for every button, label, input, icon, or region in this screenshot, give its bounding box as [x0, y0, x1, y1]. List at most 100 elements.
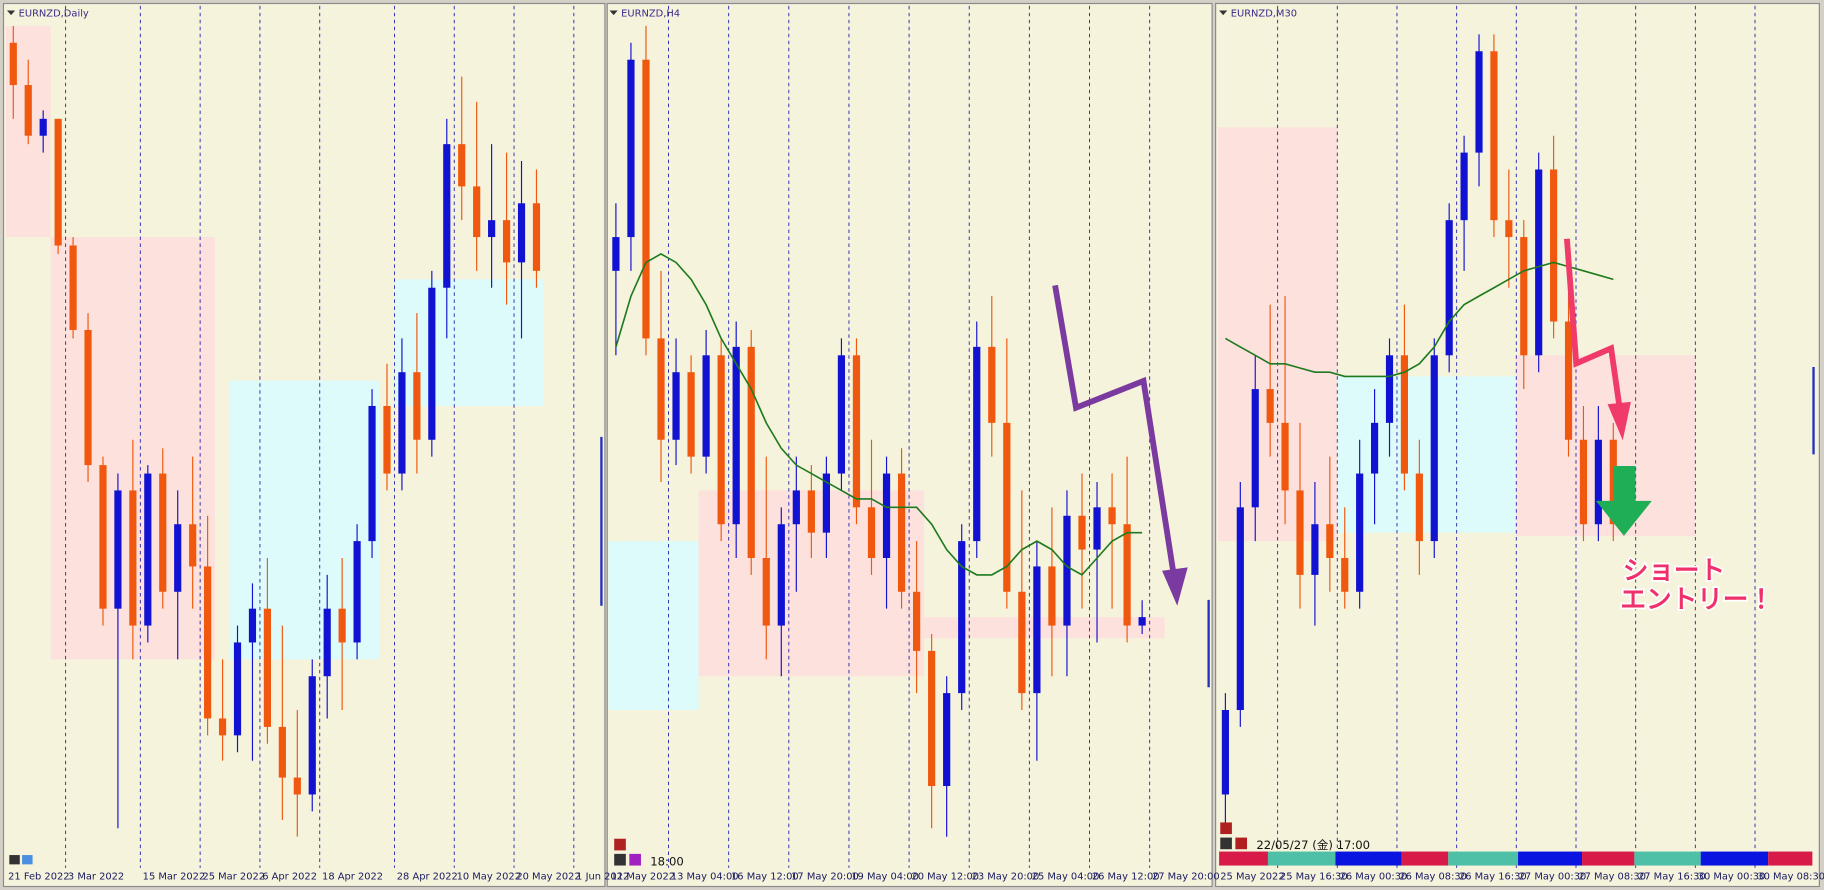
pink-arrowhead [1607, 401, 1631, 441]
candle-body [9, 42, 17, 86]
x-tick-label: 15 Mar 2022 [143, 872, 206, 883]
candle-body [263, 608, 271, 727]
x-tick-label: 20 May 2022 [516, 872, 580, 883]
x-tick-label: 25 May 04:00 [1032, 872, 1100, 883]
candle-body [928, 650, 936, 787]
candle-body [368, 405, 376, 542]
time-label: 22/05/27 (金) 17:00 [1256, 838, 1370, 852]
candle-body [323, 608, 331, 677]
candle-body [1093, 507, 1101, 550]
candle-body [1356, 473, 1364, 592]
candle-body [353, 541, 361, 643]
candle-body [1033, 566, 1041, 694]
title-marker [6, 10, 16, 16]
x-tick-label: 17 May 20:00 [791, 872, 859, 883]
candle-body [1371, 422, 1379, 474]
candle-body [792, 490, 800, 525]
candle-body [174, 524, 182, 592]
candle-body [233, 642, 242, 736]
candle-body [84, 329, 92, 466]
x-tick-label: 27 May 20:00 [1152, 872, 1220, 883]
candle-body [159, 473, 167, 592]
x-tick-label: 16 May 12:00 [731, 872, 799, 883]
candle-body [1003, 422, 1011, 592]
candle-body [473, 186, 481, 238]
candle-body [1063, 515, 1071, 626]
icon [614, 853, 626, 866]
candle-body [1078, 515, 1086, 550]
candle-body [1475, 51, 1483, 153]
candle-body [973, 346, 981, 542]
candle-body [822, 473, 831, 533]
candle-body [1251, 389, 1259, 508]
candle-body [747, 346, 755, 558]
panel-frame [606, 2, 1213, 888]
x-tick-label: 26 May 00:30 [1340, 872, 1408, 883]
candle-body [1400, 355, 1409, 474]
candle-body [517, 203, 526, 263]
icon [1235, 837, 1248, 850]
candle-body [1108, 507, 1116, 525]
candle-body [1123, 524, 1131, 626]
candle-body [502, 220, 511, 263]
x-tick-label: 30 May 00:30 [1698, 872, 1766, 883]
candle-body [837, 355, 846, 474]
candle-body [338, 608, 346, 643]
candle-body [24, 85, 32, 136]
icon [614, 838, 626, 851]
moving-average [615, 253, 1143, 576]
candle-body [1594, 439, 1602, 525]
candle-body [1430, 355, 1438, 542]
candle-body [1609, 439, 1617, 525]
candle-body [1221, 710, 1229, 795]
candle-body [1018, 591, 1026, 694]
candle-body [248, 608, 257, 643]
icon [9, 855, 20, 865]
candle-body [777, 524, 785, 626]
candle-body [1048, 566, 1056, 626]
candle-body [882, 473, 891, 558]
chart-title: EURNZD,Daily [19, 8, 89, 19]
candle-body [398, 372, 406, 474]
purple-arrowhead [1162, 567, 1188, 606]
candle-body [428, 287, 436, 440]
time-label: 18:00 [650, 855, 683, 869]
candle-body [657, 338, 665, 440]
icon [22, 855, 33, 865]
icon [1220, 822, 1232, 835]
x-tick-label: 26 May 16:30 [1459, 872, 1527, 883]
candle-body [99, 465, 107, 609]
candle-body [702, 355, 710, 457]
candle-body [413, 372, 421, 440]
candle-body [1550, 169, 1558, 322]
color-bar [1219, 851, 1813, 866]
zone [1337, 376, 1517, 533]
candle-body [958, 541, 966, 694]
candle-body [642, 59, 650, 339]
candle-body [1138, 617, 1146, 626]
candle-body [1281, 422, 1289, 491]
candle-body [443, 144, 451, 288]
candle-body [114, 490, 122, 609]
x-tick-label: 11 May 2022 [611, 872, 675, 883]
x-tick-label: 18 Apr 2022 [322, 872, 383, 883]
candle-body [1460, 152, 1468, 221]
icon [1220, 837, 1232, 850]
chart-title: EURNZD,H4 [621, 8, 680, 19]
candle-body [627, 59, 635, 238]
candle-body [129, 490, 137, 626]
candle-body [852, 355, 861, 508]
candle-body [1445, 220, 1453, 356]
x-tick-label: 26 May 12:00 [1092, 872, 1160, 883]
x-tick-label: 25 May 2022 [1220, 872, 1284, 883]
candle-body [458, 144, 466, 187]
x-tick-label: 25 Mar 2022 [202, 872, 265, 883]
candle-body [672, 372, 680, 440]
candle-body [807, 490, 815, 533]
candle-body [278, 726, 286, 778]
title-marker [1219, 10, 1228, 16]
entry-note: エントリー！ [1620, 585, 1774, 615]
candle-body [762, 557, 770, 626]
